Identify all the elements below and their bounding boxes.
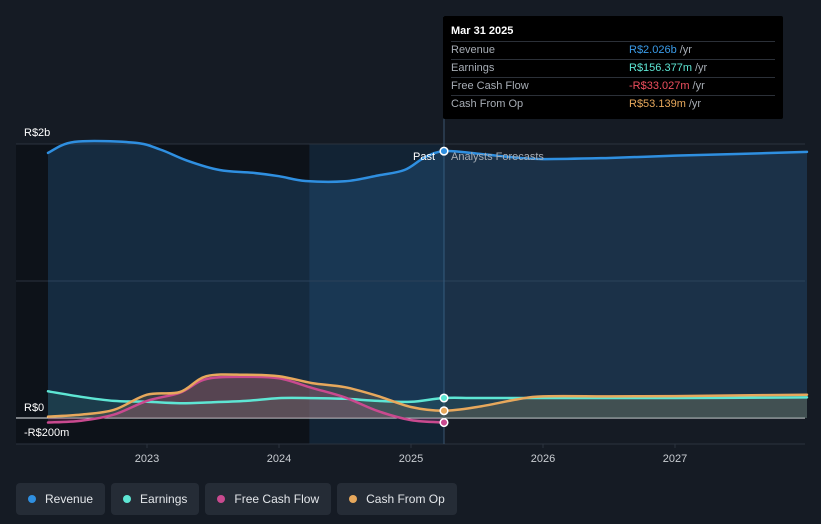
data-tooltip: Mar 31 2025 Revenue R$2.026b /yr Earning… xyxy=(443,16,783,119)
legend-item-free-cash-flow[interactable]: Free Cash Flow xyxy=(205,483,332,515)
revenue-line xyxy=(46,139,809,184)
tooltip-label: Earnings xyxy=(451,62,495,74)
chart-legend: Revenue Earnings Free Cash Flow Cash Fro… xyxy=(16,483,457,515)
tooltip-row-cash-from-op: Cash From Op R$53.139m /yr xyxy=(451,95,775,113)
legend-label: Cash From Op xyxy=(366,492,445,506)
tooltip-label: Free Cash Flow xyxy=(451,80,529,92)
tooltip-value: -R$33.027m xyxy=(629,80,690,92)
tooltip-value: R$156.377m xyxy=(629,62,692,74)
tooltip-value: R$53.139m xyxy=(629,98,686,110)
cash-from-op-marker xyxy=(439,406,449,416)
x-tick-2026: 2026 xyxy=(531,453,555,465)
tooltip-label: Cash From Op xyxy=(451,98,524,110)
x-tick-2024: 2024 xyxy=(267,453,291,465)
legend-dot-icon xyxy=(349,495,358,503)
legend-dot-icon xyxy=(217,495,226,503)
tooltip-unit: /yr xyxy=(679,44,692,56)
x-tick-2025: 2025 xyxy=(399,453,423,465)
tooltip-row-revenue: Revenue R$2.026b /yr xyxy=(451,41,775,59)
legend-label: Revenue xyxy=(45,492,94,506)
tooltip-label: Revenue xyxy=(451,44,496,56)
tooltip-unit: /yr xyxy=(692,80,705,92)
legend-item-earnings[interactable]: Earnings xyxy=(111,483,200,515)
legend-dot-icon xyxy=(123,495,132,503)
legend-label: Earnings xyxy=(140,492,188,506)
cash-from-op-area xyxy=(48,374,807,418)
x-tick-2027: 2027 xyxy=(663,453,687,465)
legend-item-cash-from-op[interactable]: Cash From Op xyxy=(337,483,457,515)
tooltip-unit: /yr xyxy=(688,98,702,110)
forecast-label: Analysts Forecasts xyxy=(451,151,544,163)
revenue-marker xyxy=(439,146,449,156)
free-cash-flow-line xyxy=(46,375,446,424)
tooltip-row-free-cash-flow: Free Cash Flow -R$33.027m /yr xyxy=(451,77,775,95)
revenue-area xyxy=(48,141,807,418)
earnings-area xyxy=(48,391,807,418)
legend-item-revenue[interactable]: Revenue xyxy=(16,483,106,515)
y-tick-bottom: -R$200m xyxy=(24,427,69,439)
tooltip-unit: /yr xyxy=(695,62,708,74)
tooltip-value: R$2.026b xyxy=(629,44,677,56)
legend-dot-icon xyxy=(28,495,36,503)
x-tick-2023: 2023 xyxy=(135,453,159,465)
earnings-marker xyxy=(439,393,449,403)
y-tick-zero: R$0 xyxy=(24,402,44,414)
past-label: Past xyxy=(413,151,435,163)
free-cash-flow-marker xyxy=(439,417,449,428)
tooltip-date: Mar 31 2025 xyxy=(451,25,514,37)
legend-label: Free Cash Flow xyxy=(234,492,320,506)
tooltip-row-earnings: Earnings R$156.377m /yr xyxy=(451,59,775,77)
cash-from-op-line xyxy=(46,373,809,418)
y-tick-top: R$2b xyxy=(24,127,50,139)
